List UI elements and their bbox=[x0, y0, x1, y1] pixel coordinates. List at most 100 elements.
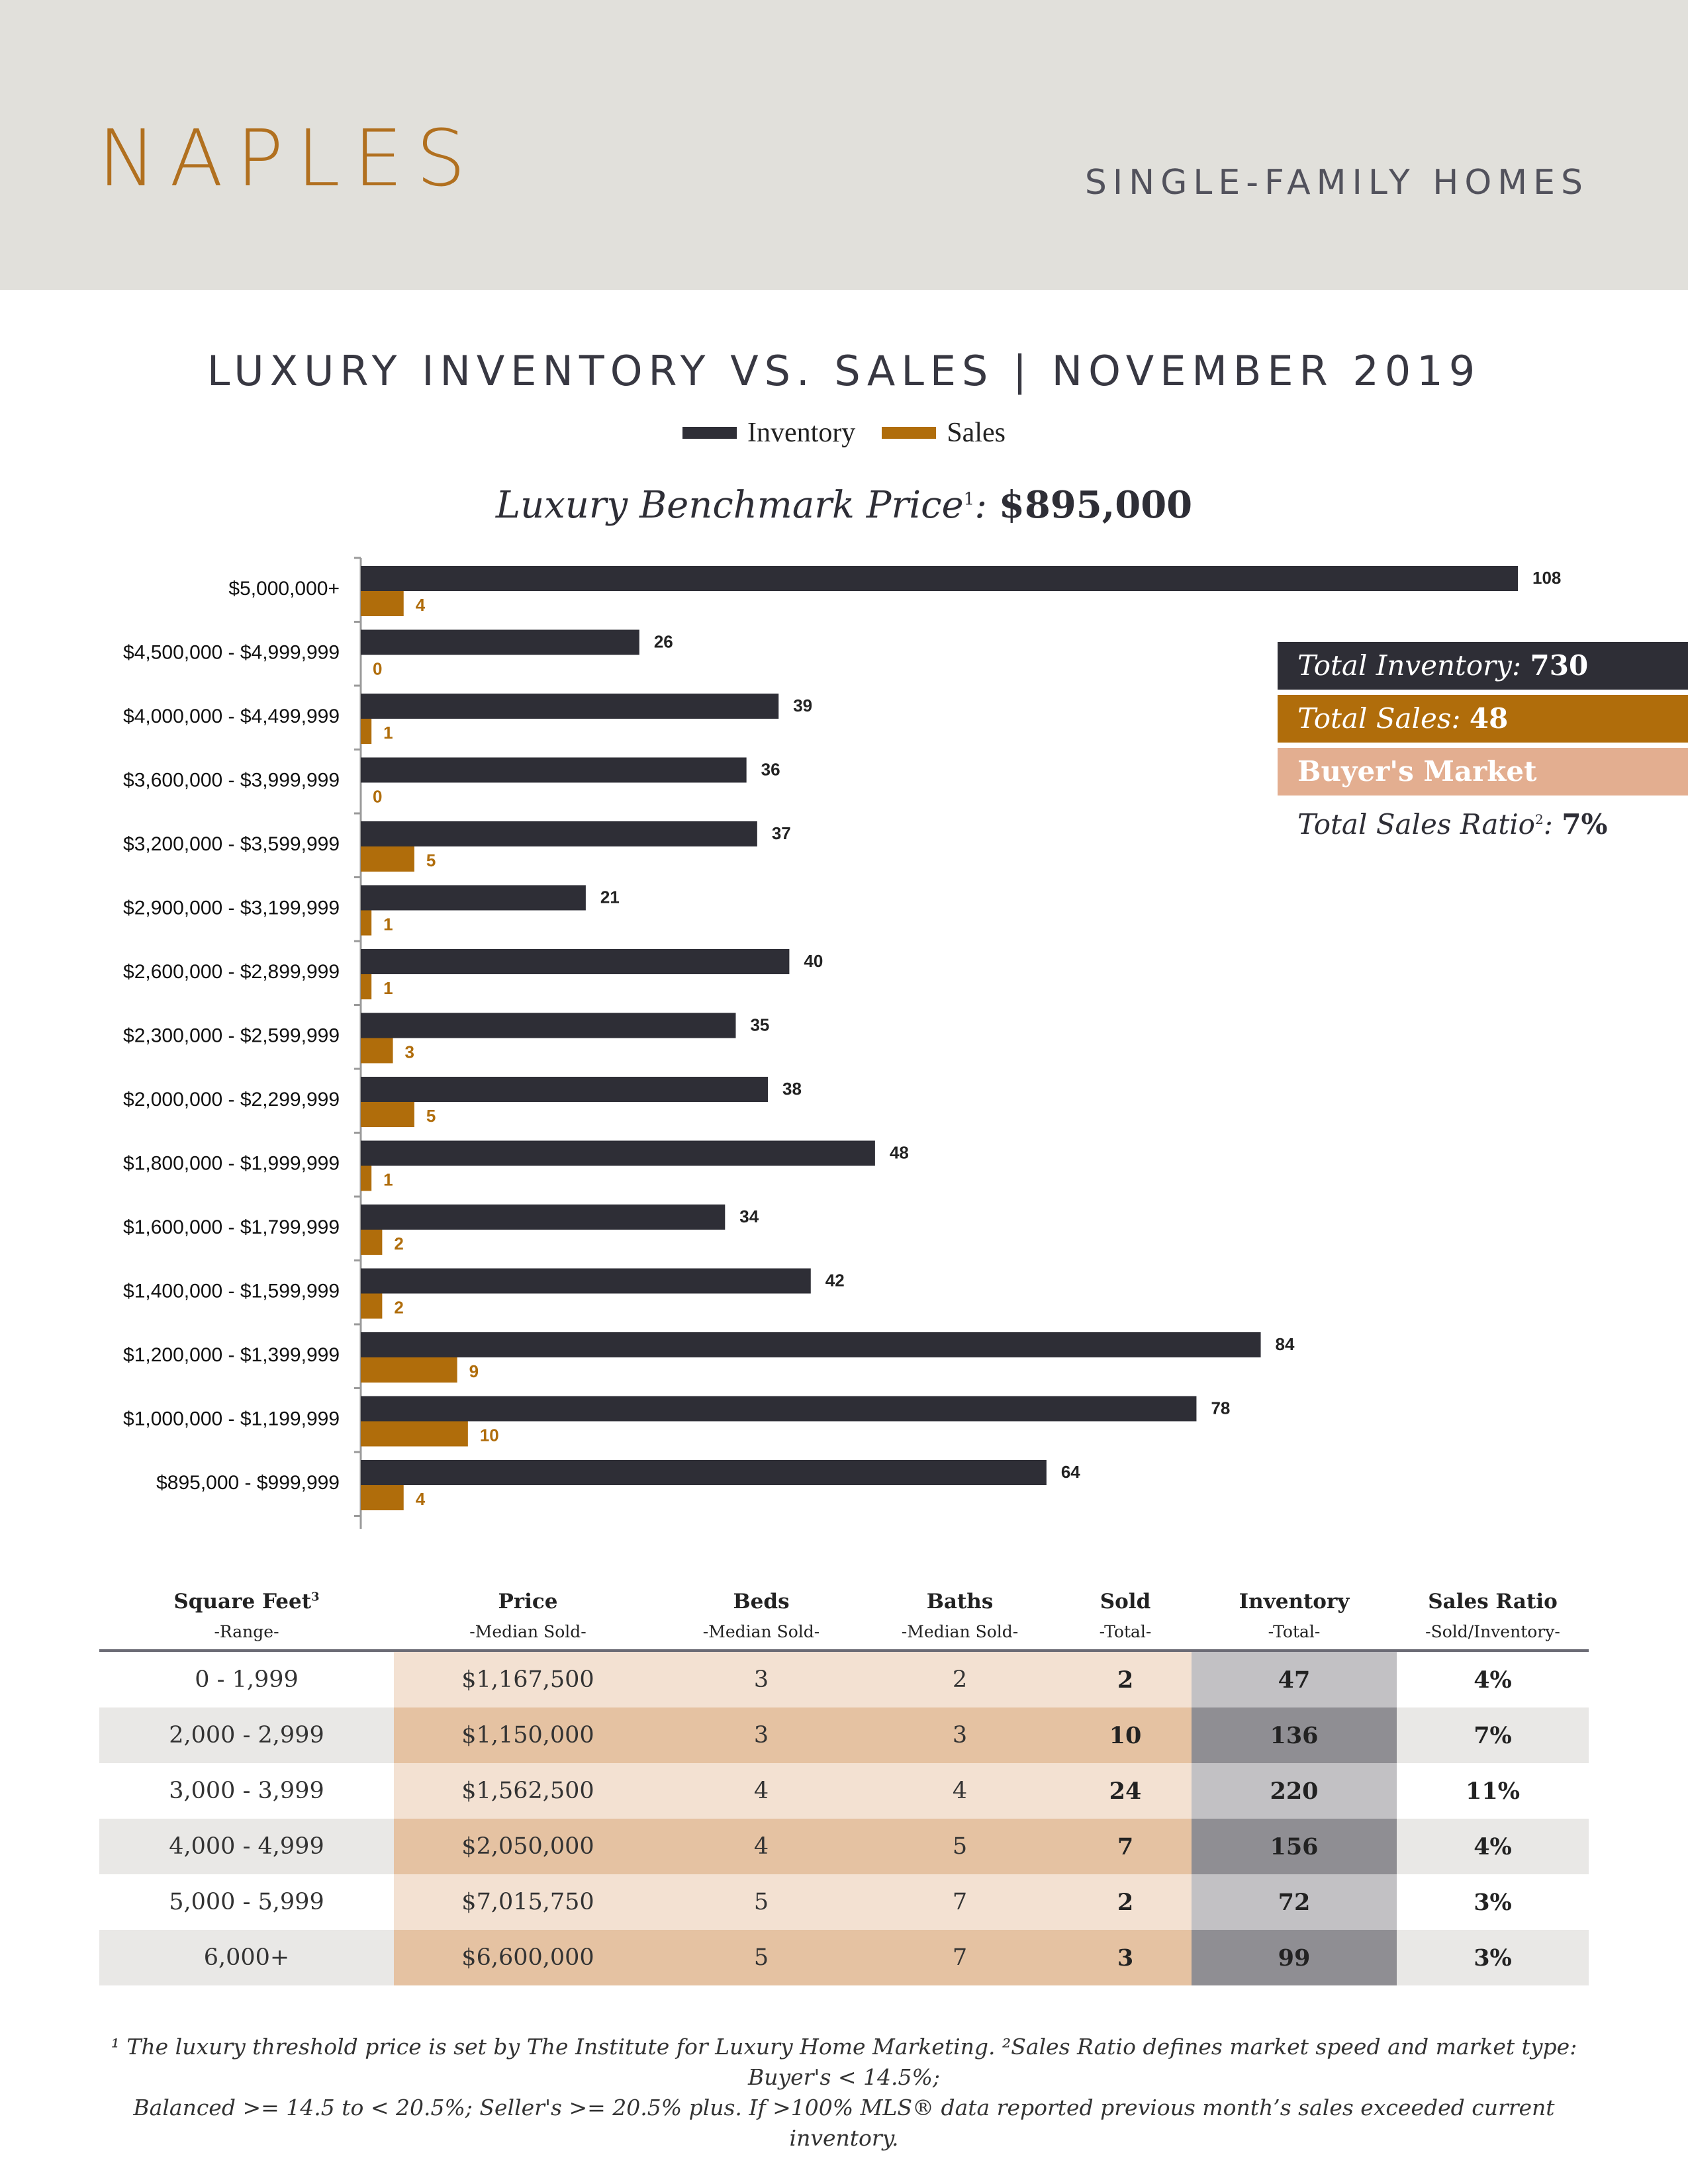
sales-bar bbox=[361, 846, 414, 872]
benchmark-price-line: Luxury Benchmark Price1: $895,000 bbox=[0, 483, 1688, 527]
category-label: $1,000,000 - $1,199,999 bbox=[123, 1408, 340, 1430]
inventory-bar bbox=[361, 1205, 726, 1230]
table-cell: 3% bbox=[1397, 1874, 1589, 1930]
table-header-title: Square Feet bbox=[173, 1590, 312, 1614]
inventory-data-label: 26 bbox=[654, 632, 673, 652]
inventory-bar bbox=[361, 1460, 1047, 1485]
sales-bar bbox=[361, 974, 372, 999]
size-breakdown-table: Square Feet3 Price Beds Baths Sold Inventory S… bbox=[99, 1575, 1589, 1985]
legend-item-inventory: Inventory bbox=[682, 417, 855, 449]
category-label: $2,300,000 - $2,599,999 bbox=[123, 1025, 340, 1047]
table-cell: 3 bbox=[861, 1707, 1059, 1763]
table-header-row: Square Feet3 Price Beds Baths Sold Inventory S… bbox=[99, 1575, 1589, 1614]
table-cell: $1,167,500 bbox=[394, 1651, 662, 1707]
table-cell: 4% bbox=[1397, 1819, 1589, 1874]
table-header-6: Sales Ratio bbox=[1397, 1575, 1589, 1614]
total-inventory-box: Total Inventory: 730 bbox=[1278, 642, 1688, 690]
sales-data-label: 1 bbox=[383, 978, 393, 998]
category-label: $5,000,000+ bbox=[228, 578, 340, 600]
inventory-data-label: 39 bbox=[793, 696, 812, 715]
table-cell: 4 bbox=[662, 1763, 861, 1819]
table-cell: 72 bbox=[1192, 1874, 1397, 1930]
table-cell: 24 bbox=[1059, 1763, 1192, 1819]
table-header-4: Sold bbox=[1059, 1575, 1192, 1614]
table-row: 6,000+ $6,600,000 5 7 3 99 3% bbox=[99, 1930, 1589, 1985]
sales-bar bbox=[361, 719, 372, 744]
sales-bar bbox=[361, 1357, 457, 1383]
category-label: $1,800,000 - $1,999,999 bbox=[123, 1153, 340, 1175]
inventory-data-label: 42 bbox=[825, 1271, 845, 1291]
inventory-data-label: 37 bbox=[772, 823, 791, 843]
category-label: $3,200,000 - $3,599,999 bbox=[123, 833, 340, 855]
category-label: $4,500,000 - $4,999,999 bbox=[123, 642, 340, 664]
table-cell: 5 bbox=[662, 1874, 861, 1930]
city-title: NAPLES bbox=[98, 113, 479, 204]
benchmark-footnote-mark: 1 bbox=[963, 489, 975, 510]
table-cell: 136 bbox=[1192, 1707, 1397, 1763]
inventory-bar bbox=[361, 1013, 736, 1038]
table-cell: 2 bbox=[861, 1651, 1059, 1707]
inventory-bar bbox=[361, 566, 1518, 591]
table-row: 4,000 - 4,999 $2,050,000 4 5 7 156 4% bbox=[99, 1819, 1589, 1874]
table-cell: $7,015,750 bbox=[394, 1874, 662, 1930]
table-subheader-1: -Median Sold- bbox=[394, 1614, 662, 1652]
sales-data-label: 5 bbox=[426, 850, 436, 870]
legend-label-sales: Sales bbox=[947, 418, 1006, 448]
inventory-bar bbox=[361, 949, 790, 974]
legend-item-sales: Sales bbox=[882, 417, 1006, 449]
sales-ratio-separator: : bbox=[1543, 808, 1553, 841]
inventory-bar bbox=[361, 1268, 811, 1294]
sales-ratio-value: 7% bbox=[1562, 808, 1608, 841]
table-header-5: Inventory bbox=[1192, 1575, 1397, 1614]
footnote-line-2: Balanced >= 14.5 to < 20.5%; Seller's >=… bbox=[133, 2095, 1555, 2151]
inventory-bar bbox=[361, 885, 586, 911]
table-cell: 2 bbox=[1059, 1651, 1192, 1707]
table-header-title: Sold bbox=[1100, 1590, 1151, 1614]
table-cell: 5 bbox=[662, 1930, 861, 1985]
property-type-label: SINGLE-FAMILY HOMES bbox=[1084, 163, 1589, 203]
footnote: ¹ The luxury threshold price is set by T… bbox=[99, 2032, 1589, 2154]
inventory-data-label: 35 bbox=[750, 1015, 769, 1035]
inventory-bar bbox=[361, 821, 757, 846]
inventory-bar bbox=[361, 1140, 875, 1166]
sales-ratio-box: Total Sales Ratio2: 7% bbox=[1278, 801, 1688, 848]
sales-data-label: 2 bbox=[394, 1298, 403, 1318]
table-cell: 2,000 - 2,999 bbox=[99, 1707, 394, 1763]
legend-swatch-inventory bbox=[682, 427, 737, 439]
table-row: 0 - 1,999 $1,167,500 3 2 2 47 4% bbox=[99, 1651, 1589, 1707]
legend-label-inventory: Inventory bbox=[747, 418, 856, 448]
table-cell: 99 bbox=[1192, 1930, 1397, 1985]
table-cell: 0 - 1,999 bbox=[99, 1651, 394, 1707]
sales-bar bbox=[361, 1230, 383, 1255]
total-inventory-value: 730 bbox=[1530, 649, 1589, 682]
table-cell: 4 bbox=[662, 1819, 861, 1874]
table-cell: 3 bbox=[662, 1707, 861, 1763]
category-label: $3,600,000 - $3,999,999 bbox=[123, 770, 340, 792]
sales-data-label: 10 bbox=[480, 1426, 499, 1445]
sales-data-label: 4 bbox=[416, 595, 426, 615]
table-subheader-row: -Range- -Median Sold- -Median Sold- -Median… bbox=[99, 1614, 1589, 1652]
inventory-data-label: 34 bbox=[739, 1206, 759, 1226]
category-label: $1,200,000 - $1,399,999 bbox=[123, 1344, 340, 1366]
category-label: $4,000,000 - $4,499,999 bbox=[123, 705, 340, 727]
sales-bar bbox=[361, 1102, 414, 1127]
table-subheader-5: -Total- bbox=[1192, 1614, 1397, 1652]
total-sales-value: 48 bbox=[1469, 702, 1509, 735]
table-header-title: Inventory bbox=[1239, 1590, 1350, 1614]
table-cell: 4,000 - 4,999 bbox=[99, 1819, 394, 1874]
category-label: $895,000 - $999,999 bbox=[156, 1472, 340, 1494]
inventory-data-label: 38 bbox=[782, 1079, 802, 1099]
table-row: 2,000 - 2,999 $1,150,000 3 3 10 136 7% bbox=[99, 1707, 1589, 1763]
table-cell: 3,000 - 3,999 bbox=[99, 1763, 394, 1819]
table-cell: 5 bbox=[861, 1819, 1059, 1874]
legend-swatch-sales bbox=[882, 427, 937, 439]
market-type-box: Buyer's Market bbox=[1278, 748, 1688, 796]
inventory-data-label: 78 bbox=[1211, 1398, 1230, 1418]
footnote-line-1: ¹ The luxury threshold price is set by T… bbox=[111, 2034, 1577, 2090]
total-inventory-label: Total Inventory: bbox=[1297, 649, 1522, 682]
table-cell: $2,050,000 bbox=[394, 1819, 662, 1874]
inventory-bar bbox=[361, 629, 639, 655]
sales-data-label: 5 bbox=[426, 1106, 436, 1126]
table-cell: 6,000+ bbox=[99, 1930, 394, 1985]
inventory-data-label: 36 bbox=[761, 760, 780, 780]
